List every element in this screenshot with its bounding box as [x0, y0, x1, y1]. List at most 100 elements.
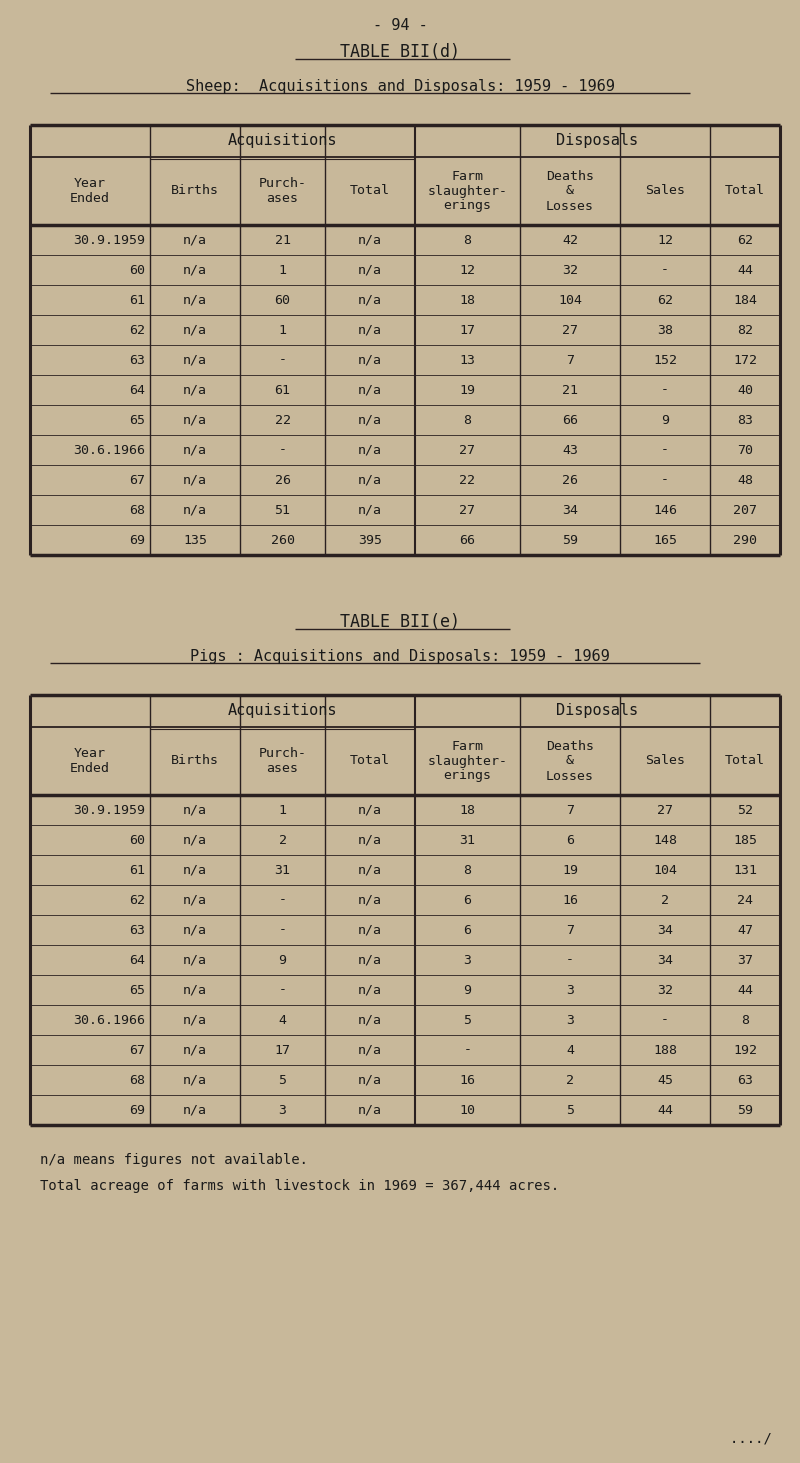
Text: n/a: n/a — [358, 1103, 382, 1116]
Text: n/a: n/a — [358, 1014, 382, 1027]
Text: 65: 65 — [129, 414, 145, 427]
Text: Farm
slaughter-
erings: Farm slaughter- erings — [427, 170, 507, 212]
Text: n/a: n/a — [183, 923, 207, 936]
Text: n/a: n/a — [183, 1043, 207, 1056]
Text: n/a: n/a — [183, 414, 207, 427]
Text: 5: 5 — [463, 1014, 471, 1027]
Text: 152: 152 — [653, 354, 677, 367]
Text: 7: 7 — [566, 803, 574, 816]
Text: 30.9.1959: 30.9.1959 — [73, 803, 145, 816]
Text: 3: 3 — [278, 1103, 286, 1116]
Text: 32: 32 — [562, 263, 578, 277]
Text: n/a: n/a — [358, 294, 382, 307]
Text: n/a: n/a — [358, 954, 382, 967]
Text: 207: 207 — [733, 503, 757, 516]
Text: 2: 2 — [566, 1074, 574, 1087]
Text: 17: 17 — [459, 323, 475, 336]
Text: 68: 68 — [129, 1074, 145, 1087]
Text: 69: 69 — [129, 534, 145, 547]
Text: 37: 37 — [737, 954, 753, 967]
Text: 6: 6 — [566, 834, 574, 847]
Text: 12: 12 — [657, 234, 673, 246]
Text: ..../: ..../ — [730, 1431, 780, 1445]
Text: 2: 2 — [661, 894, 669, 907]
Text: 63: 63 — [737, 1074, 753, 1087]
Text: n/a: n/a — [183, 954, 207, 967]
Text: Year
Ended: Year Ended — [70, 748, 110, 775]
Text: 34: 34 — [657, 954, 673, 967]
Text: Disposals: Disposals — [557, 704, 638, 718]
Text: n/a: n/a — [183, 834, 207, 847]
Text: n/a: n/a — [358, 414, 382, 427]
Text: 18: 18 — [459, 294, 475, 307]
Text: 7: 7 — [566, 923, 574, 936]
Text: 290: 290 — [733, 534, 757, 547]
Text: 21: 21 — [274, 234, 290, 246]
Text: 104: 104 — [653, 863, 677, 876]
Text: 52: 52 — [737, 803, 753, 816]
Text: n/a: n/a — [183, 354, 207, 367]
Text: n/a: n/a — [183, 234, 207, 246]
Text: -: - — [278, 983, 286, 996]
Text: 9: 9 — [278, 954, 286, 967]
Text: 172: 172 — [733, 354, 757, 367]
Text: 61: 61 — [129, 863, 145, 876]
Text: -: - — [463, 1043, 471, 1056]
Text: n/a: n/a — [358, 894, 382, 907]
Text: Purch-
ases: Purch- ases — [258, 748, 306, 775]
Text: n/a: n/a — [358, 443, 382, 456]
Text: 65: 65 — [129, 983, 145, 996]
Text: 17: 17 — [274, 1043, 290, 1056]
Text: n/a: n/a — [358, 263, 382, 277]
Text: 60: 60 — [129, 834, 145, 847]
Text: -: - — [278, 923, 286, 936]
Text: 3: 3 — [463, 954, 471, 967]
Text: 8: 8 — [463, 414, 471, 427]
Text: 13: 13 — [459, 354, 475, 367]
Text: 31: 31 — [274, 863, 290, 876]
Text: 63: 63 — [129, 354, 145, 367]
Text: n/a: n/a — [183, 1074, 207, 1087]
Text: 16: 16 — [562, 894, 578, 907]
Text: 192: 192 — [733, 1043, 757, 1056]
Text: 44: 44 — [657, 1103, 673, 1116]
Text: 67: 67 — [129, 1043, 145, 1056]
Text: Total acreage of farms with livestock in 1969 = 367,444 acres.: Total acreage of farms with livestock in… — [40, 1179, 559, 1192]
Text: 44: 44 — [737, 983, 753, 996]
Text: n/a: n/a — [183, 294, 207, 307]
Text: n/a: n/a — [183, 443, 207, 456]
Text: 59: 59 — [737, 1103, 753, 1116]
Text: n/a: n/a — [358, 234, 382, 246]
Text: 27: 27 — [562, 323, 578, 336]
Text: 6: 6 — [463, 894, 471, 907]
Text: 68: 68 — [129, 503, 145, 516]
Text: 12: 12 — [459, 263, 475, 277]
Text: 4: 4 — [278, 1014, 286, 1027]
Text: Acquisitions: Acquisitions — [228, 704, 338, 718]
Text: 44: 44 — [737, 263, 753, 277]
Text: 34: 34 — [562, 503, 578, 516]
Text: n/a: n/a — [183, 503, 207, 516]
Text: 260: 260 — [270, 534, 294, 547]
Text: n/a: n/a — [358, 803, 382, 816]
Text: Disposals: Disposals — [557, 133, 638, 149]
Text: 40: 40 — [737, 383, 753, 396]
Text: 62: 62 — [737, 234, 753, 246]
Text: 16: 16 — [459, 1074, 475, 1087]
Text: -: - — [278, 894, 286, 907]
Text: 30.9.1959: 30.9.1959 — [73, 234, 145, 246]
Text: 62: 62 — [129, 894, 145, 907]
Text: 62: 62 — [657, 294, 673, 307]
Text: n/a: n/a — [358, 923, 382, 936]
Text: 60: 60 — [274, 294, 290, 307]
Text: n/a: n/a — [358, 383, 382, 396]
Text: 135: 135 — [183, 534, 207, 547]
Text: n/a: n/a — [183, 1103, 207, 1116]
Text: 185: 185 — [733, 834, 757, 847]
Text: 19: 19 — [562, 863, 578, 876]
Text: n/a: n/a — [358, 354, 382, 367]
Text: Purch-
ases: Purch- ases — [258, 177, 306, 205]
Text: -: - — [566, 954, 574, 967]
Text: 45: 45 — [657, 1074, 673, 1087]
Text: 9: 9 — [661, 414, 669, 427]
